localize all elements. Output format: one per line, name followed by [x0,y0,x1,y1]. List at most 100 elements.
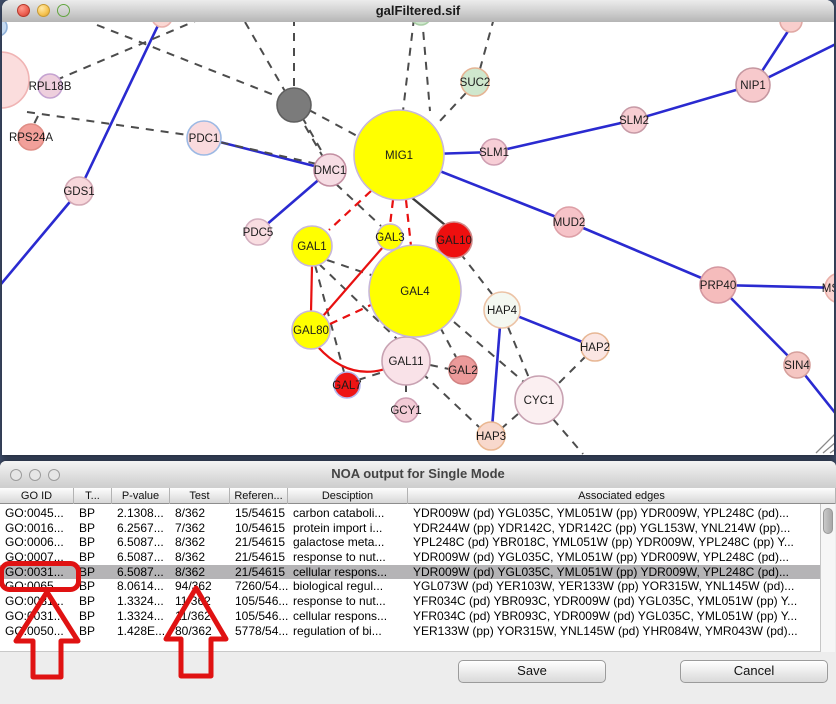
vertical-scrollbar[interactable] [820,504,835,652]
network-edge [357,371,384,381]
scrollbar-thumb[interactable] [823,508,833,534]
column-header-4[interactable]: Referen... [230,488,288,504]
table-row[interactable]: GO:0006... BP 6.5087... 8/362 21/54615 galact… [0,535,820,550]
node-GAL10[interactable]: GAL10 [435,221,473,259]
zoom-button-inactive-icon[interactable] [48,469,60,481]
cell: 1.3324... [117,608,164,623]
close-button-icon[interactable] [17,4,30,17]
node-HAP2[interactable]: HAP2 [580,332,610,362]
cell: 11/362 [175,594,211,609]
network-edge [402,22,415,112]
network-edge [388,199,395,226]
cell: protein import i... [293,520,383,535]
table-row[interactable]: GO:0050... BP 1.428E... 80/362 5778/54... reg… [0,624,820,639]
node-corner-left[interactable] [2,22,8,36]
zoom-button-icon[interactable] [57,4,70,17]
network-edge [326,259,375,277]
noa-titlebar: NOA output for Single Mode [0,461,836,489]
table-row[interactable]: GO:0031... BP 6.5087... 8/362 21/54615 cellul… [0,564,820,580]
cell: 21/54615 [235,535,286,550]
node-label: GAL3 [375,232,404,244]
cell: 8/362 [175,535,206,550]
cell: 8/362 [175,550,206,565]
node-GAL7[interactable]: GAL7 [332,371,362,399]
node-NIP1[interactable]: NIP1 [735,67,771,103]
network-window: galFiltered.sif RPL18B RPS24A GDS1 PDC1 PDC5… [2,0,834,455]
table-row[interactable]: GO:0031... BP 1.3324... 11/362 105/546... cel… [0,609,820,624]
cell: BP [79,594,96,609]
network-edge [96,24,280,98]
cell: BP [79,550,96,565]
minimize-button-icon[interactable] [37,4,50,17]
table-body: GO:0045... BP 2.1308... 8/362 15/54615 carbon… [0,504,820,652]
node-big-left[interactable] [2,51,30,109]
node-SLM1[interactable]: SLM1 [479,138,509,166]
column-header-0[interactable]: GO ID [0,488,74,504]
node-PRP40[interactable]: PRP40 [699,266,737,304]
node-label: RPL18B [29,81,72,93]
node-label: PDC1 [189,133,220,145]
node-RPL18B[interactable]: RPL18B [29,73,72,99]
cell: response to nut... [293,594,386,609]
cell: YPL248C (pd) YBR018C, YML051W (pp) YDR00… [413,535,794,550]
node-MIG1[interactable]: MIG1 [353,109,445,201]
node-CYC1[interactable]: CYC1 [514,375,564,425]
save-button[interactable]: Save [458,660,606,683]
node-GAL11[interactable]: GAL11 [381,336,431,386]
node-GAL4[interactable]: GAL4 [368,244,462,338]
node-GAL2[interactable]: GAL2 [448,355,478,385]
cell: BP [79,623,96,638]
node-RPS24A[interactable]: RPS24A [9,123,53,151]
network-edge [557,355,587,385]
node-SUC2[interactable]: SUC2 [460,67,491,97]
node-HAP4[interactable]: HAP4 [483,291,521,329]
node-label: GAL11 [389,356,424,368]
node-GAL3[interactable]: GAL3 [375,223,405,251]
node-top-1[interactable] [152,22,172,28]
node-label: MSI [822,283,834,295]
cell: BP [79,506,96,520]
node-PDC1[interactable]: PDC1 [186,120,222,156]
node-SLM2[interactable]: SLM2 [619,106,649,134]
cell: YER133W (pp) YOR315W, YNL145W (pd) YHR08… [413,623,798,638]
close-button-inactive-icon[interactable] [10,469,22,481]
minimize-button-inactive-icon[interactable] [29,469,41,481]
column-header-2[interactable]: P-value [112,488,170,504]
column-header-5[interactable]: Desciption [288,488,408,504]
cell: 8.0614... [117,579,164,594]
noa-window-title: NOA output for Single Mode [331,466,505,481]
cell: YDR244W (pp) YDR142C, YDR142C (pp) YGL15… [413,520,791,535]
cell: 2.1308... [117,506,164,520]
node-label: RPS24A [9,132,53,144]
network-canvas[interactable]: RPL18B RPS24A GDS1 PDC1 PDC5 DMC1 MIG1 SUC2 SLM1… [2,22,834,455]
node-MUD2[interactable]: MUD2 [553,206,586,238]
network-edge [439,326,457,358]
node-top-right[interactable] [779,22,803,33]
node-GAL1[interactable]: GAL1 [291,225,333,267]
node-GCY1[interactable]: GCY1 [390,397,422,423]
cell: 21/54615 [235,550,286,565]
node-SIN4[interactable]: SIN4 [783,351,811,379]
node-HAP3[interactable]: HAP3 [476,421,506,451]
table-row[interactable]: GO:0007... BP 6.5087... 8/362 21/54615 respon… [0,550,820,565]
column-header-3[interactable]: Test [170,488,230,504]
node-DMC1[interactable]: DMC1 [313,153,347,187]
node-gray-node[interactable] [276,87,312,123]
cell: 80/362 [175,623,212,638]
node-GAL80[interactable]: GAL80 [291,310,331,350]
node-MSI[interactable]: MSI [822,273,834,303]
table-row[interactable]: GO:0031... BP 1.3324... 11/362 105/546... res… [0,594,820,609]
table-row[interactable]: GO:0065... BP 8.0614... 94/362 7260/54... bio… [0,579,820,594]
node-top-green[interactable] [411,22,431,26]
node-PDC5[interactable]: PDC5 [243,218,274,246]
table-row[interactable]: GO:0016... BP 6.2567... 7/362 10/54615 protei… [0,521,820,536]
cell: 8/362 [175,506,206,520]
cancel-button[interactable]: Cancel [680,660,828,683]
cell: BP [79,535,96,550]
node-GDS1[interactable]: GDS1 [63,176,95,206]
table-row[interactable]: GO:0045... BP 2.1308... 8/362 15/54615 carbon… [0,506,820,521]
node-label: MIG1 [385,150,413,162]
column-header-1[interactable]: T... [74,488,112,504]
column-header-6[interactable]: Associated edges [408,488,836,504]
node-label: GAL2 [448,365,477,377]
